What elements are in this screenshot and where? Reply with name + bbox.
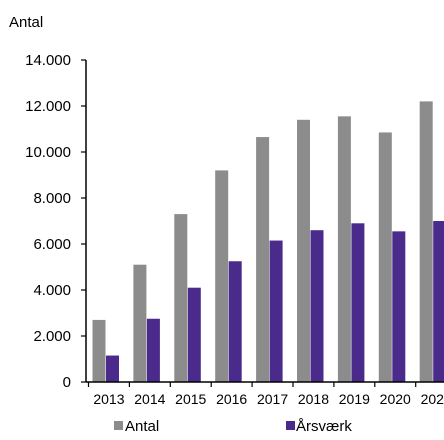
x-tick-label: 2021 bbox=[421, 391, 444, 407]
bar-aarsvaerk-2017 bbox=[269, 240, 283, 382]
bar-antal-2014 bbox=[133, 264, 147, 382]
bar-aarsvaerk-2021 bbox=[433, 221, 444, 382]
bar-aarsvaerk-2018 bbox=[310, 230, 324, 382]
bar-aarsvaerk-2019 bbox=[351, 223, 365, 382]
x-tick-label: 2018 bbox=[298, 391, 329, 407]
x-tick-label: 2013 bbox=[93, 391, 124, 407]
bar-antal-2017 bbox=[256, 137, 270, 382]
y-tick-label: 0 bbox=[63, 374, 71, 391]
x-tick-label: 2017 bbox=[257, 391, 288, 407]
y-tick-label: 8.000 bbox=[33, 190, 71, 207]
legend-label-antal: Antal bbox=[125, 418, 159, 435]
bar-antal-2015 bbox=[174, 214, 188, 382]
bar-aarsvaerk-2015 bbox=[187, 287, 201, 382]
y-tick-label: 4.000 bbox=[33, 282, 71, 299]
bar-antal-2018 bbox=[297, 119, 310, 383]
legend-swatch-aarsvaerk bbox=[286, 421, 295, 430]
y-tick-label: 14.000 bbox=[25, 52, 71, 69]
bar-antal-2019 bbox=[337, 116, 351, 382]
bar-aarsvaerk-2014 bbox=[146, 318, 160, 382]
bar-aarsvaerk-2013 bbox=[106, 355, 119, 382]
x-tick-label: 2020 bbox=[380, 391, 411, 407]
x-tick-label: 2016 bbox=[216, 391, 247, 407]
y-tick-label: 10.000 bbox=[25, 144, 71, 161]
x-tick-label: 2014 bbox=[134, 391, 165, 407]
bar-antal-2016 bbox=[215, 170, 229, 382]
legend-label-aarsvaerk: Årsværk bbox=[296, 418, 352, 435]
x-tick-label: 2015 bbox=[175, 391, 206, 407]
bar-aarsvaerk-2016 bbox=[228, 261, 242, 382]
x-tick-label: 2019 bbox=[339, 391, 370, 407]
legend: Antal Årsværk bbox=[114, 418, 352, 435]
y-tick-label: 2.000 bbox=[33, 328, 71, 345]
bar-aarsvaerk-2020 bbox=[392, 231, 406, 382]
bar-antal-2020 bbox=[378, 132, 392, 382]
y-tick-label: 6.000 bbox=[33, 236, 71, 253]
bar-antal-2021 bbox=[419, 101, 433, 383]
legend-swatch-antal bbox=[114, 421, 123, 430]
y-tick-label: 12.000 bbox=[25, 98, 71, 115]
bar-antal-2013 bbox=[92, 319, 106, 382]
y-axis-title: Antal bbox=[9, 14, 43, 31]
